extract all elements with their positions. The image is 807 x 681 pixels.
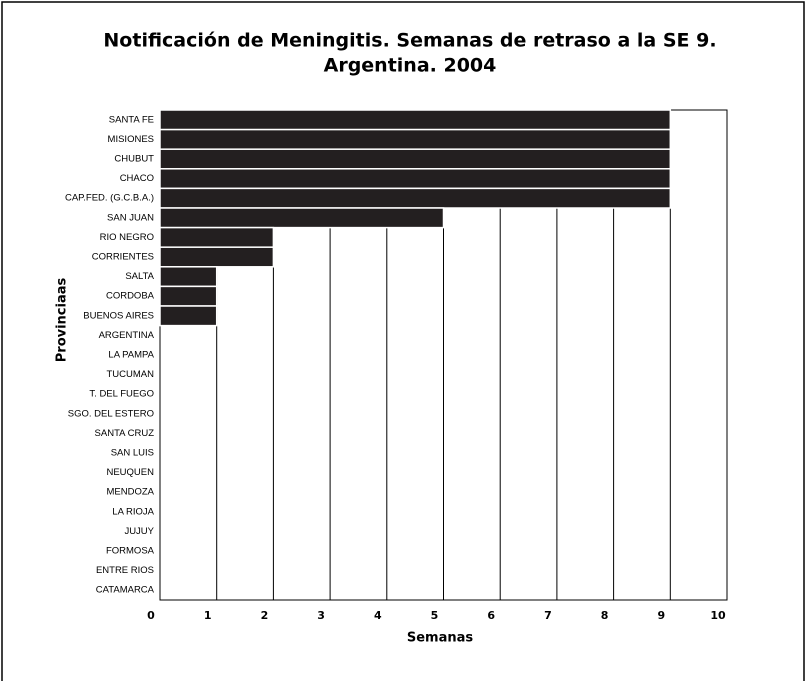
- bar: [159, 207, 445, 229]
- y-tick-label: T. DEL FUEGO: [89, 389, 154, 400]
- bar: [159, 246, 275, 268]
- x-tick-label: 1: [204, 609, 212, 622]
- y-tick-label: NEUQUEN: [106, 467, 154, 478]
- y-tick-label: JUJUY: [124, 526, 154, 537]
- x-tick-label: 3: [317, 609, 325, 622]
- y-tick-label: MENDOZA: [107, 487, 155, 498]
- bar: [159, 109, 672, 131]
- y-tick-label: ENTRE RIOS: [96, 565, 154, 576]
- x-tick-label: 6: [487, 609, 495, 622]
- x-axis-label: Semanas: [407, 631, 474, 646]
- y-tick-label: TUCUMAN: [107, 369, 155, 380]
- y-tick-label: CHACO: [120, 173, 154, 184]
- x-tick-label: 10: [710, 609, 726, 622]
- bar: [159, 187, 672, 209]
- y-tick-label: ARGENTINA: [99, 330, 155, 341]
- bar: [159, 226, 275, 248]
- y-tick-label: SGO. DEL ESTERO: [68, 408, 154, 419]
- y-tick-label: LA PAMPA: [108, 350, 154, 361]
- x-tick-label: 0: [147, 609, 155, 622]
- chart-title: Notificación de Meningitis. Semanas de r…: [103, 30, 716, 52]
- x-tick-label: 4: [374, 609, 382, 622]
- y-tick-label: MISIONES: [108, 134, 154, 145]
- y-tick-label: CAP.FED. (G.C.B.A.): [65, 193, 154, 204]
- y-tick-label: FORMOSA: [106, 546, 155, 557]
- y-tick-label: BUENOS AIRES: [83, 310, 154, 321]
- bar: [159, 285, 218, 307]
- y-tick-label: CATAMARCA: [96, 585, 155, 596]
- bar: [159, 168, 672, 190]
- y-tick-label: SANTA CRUZ: [95, 428, 155, 439]
- y-tick-label: SANTA FE: [109, 114, 154, 125]
- x-tick-label: 9: [657, 609, 665, 622]
- y-tick-label: RIO NEGRO: [100, 232, 154, 243]
- x-tick-label: 7: [544, 609, 552, 622]
- bar: [159, 305, 218, 327]
- chart-title: Argentina. 2004: [324, 55, 497, 77]
- bar: [159, 148, 672, 170]
- y-tick-label: SALTA: [125, 271, 154, 282]
- y-tick-label: LA RIOJA: [112, 506, 154, 517]
- x-tick-label: 2: [261, 609, 269, 622]
- y-tick-label: CORDOBA: [106, 291, 155, 302]
- bar: [159, 128, 672, 150]
- bar: [159, 266, 218, 288]
- y-axis-label: Provinciaas: [55, 277, 70, 362]
- y-tick-label: CHUBUT: [114, 154, 154, 165]
- y-tick-label: SAN JUAN: [107, 212, 154, 223]
- y-tick-label: SAN LUIS: [111, 448, 154, 459]
- x-tick-label: 5: [431, 609, 439, 622]
- y-tick-label: CORRIENTES: [92, 252, 154, 263]
- x-tick-label: 8: [601, 609, 609, 622]
